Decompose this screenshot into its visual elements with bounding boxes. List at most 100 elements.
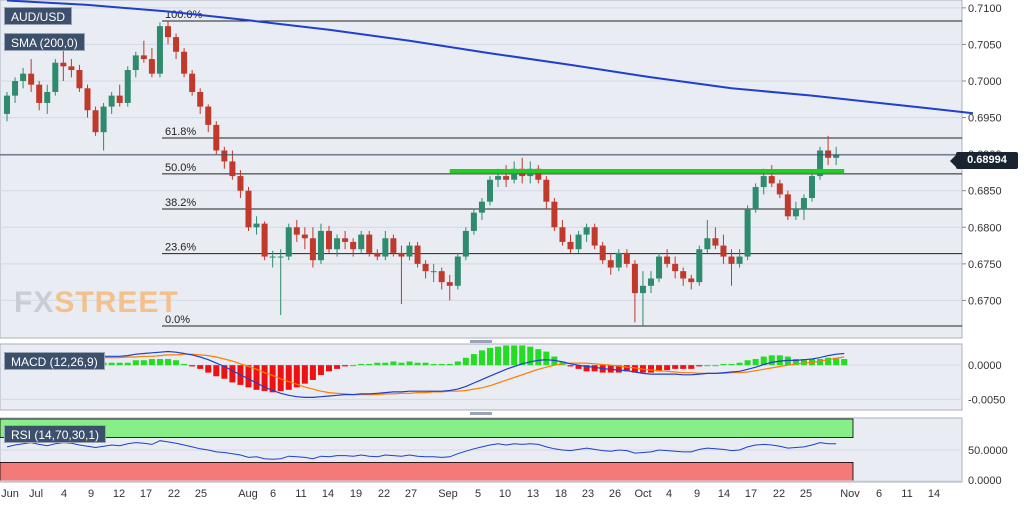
candle-body [92, 110, 99, 133]
candle-body [277, 256, 284, 258]
candle-body [28, 73, 35, 85]
rsi-tick-label: 0.0000 [968, 475, 1002, 487]
macd-histogram-bar [744, 360, 751, 366]
candle-body [792, 208, 799, 217]
candle-body [293, 227, 300, 235]
macd-histogram-bar [221, 365, 228, 379]
candle-body [720, 245, 727, 257]
price-panel-resize-handle[interactable] [470, 340, 492, 343]
macd-histogram-bar [696, 365, 703, 367]
macd-histogram-bar [108, 362, 115, 366]
price-tick-label: 0.7100 [968, 3, 1002, 15]
date-tick-label: 11 [901, 488, 912, 500]
macd-line [6, 350, 845, 398]
macd-histogram-bar [390, 361, 397, 366]
macd-histogram-bar [704, 365, 711, 367]
date-tick-label: Jul [29, 488, 43, 500]
candle-body [12, 80, 19, 96]
macd-histogram-bar [398, 362, 405, 366]
candle-body [326, 230, 332, 250]
candle-body [768, 176, 775, 184]
macd-panel-resize-handle[interactable] [470, 412, 492, 415]
candle-body [334, 238, 341, 250]
candle-body [76, 70, 83, 89]
candle-body [213, 124, 220, 151]
macd-histogram-bar [495, 346, 502, 366]
candle-body [495, 176, 502, 180]
macd-histogram-bar [680, 365, 687, 369]
candle-body [728, 256, 735, 264]
candle-body [478, 201, 485, 213]
candle-body [140, 55, 147, 60]
candle-body [148, 59, 155, 74]
date-tick-label: Sep [438, 488, 458, 500]
macd-histogram-bar [672, 365, 679, 369]
price-tick-label: 0.7050 [968, 39, 1002, 51]
rsi-oversold-zone [0, 461, 854, 482]
candle-body [422, 263, 429, 272]
candle-body [656, 256, 663, 279]
candle-body [825, 150, 832, 158]
macd-histogram-bar [648, 365, 654, 373]
candle-body [470, 212, 477, 231]
macd-histogram-bar [422, 362, 429, 366]
candle-body [430, 271, 437, 273]
date-tick-label: 27 [405, 488, 417, 500]
candle-body [253, 223, 260, 228]
macd-histogram-bar [366, 363, 373, 366]
date-tick-label: 22 [168, 488, 180, 500]
rsi-tick-label: 50.0000 [968, 445, 1008, 457]
candle-body [189, 73, 196, 92]
candle-body [462, 230, 469, 257]
macd-histogram-bar [503, 345, 510, 366]
macd-histogram-bar [656, 365, 663, 372]
date-tick-label: 10 [499, 488, 511, 500]
date-tick-label: 9 [88, 488, 94, 500]
candle-body [583, 227, 590, 235]
macd-histogram-bar [124, 362, 131, 366]
macd-histogram-bar [334, 365, 341, 369]
macd-histogram-bar [430, 363, 437, 366]
sma-indicator-label[interactable]: SMA (200,0) [4, 33, 85, 51]
macd-histogram-bar [277, 365, 284, 392]
candle-body [285, 227, 292, 257]
candle-body [221, 150, 228, 162]
date-tick-label: 14 [322, 488, 334, 500]
rsi-panel: 50.0000 0.0000 [0, 417, 1008, 487]
fib-level-label: 61.8% [165, 126, 196, 138]
date-tick-label: 4 [666, 488, 672, 500]
macd-histogram-bar [736, 362, 743, 366]
price-tick-label: 0.6750 [968, 259, 1002, 271]
macd-histogram-bar [382, 362, 389, 366]
price-tick-label: 0.6850 [968, 186, 1002, 198]
support-line-layer [0, 154, 962, 173]
macd-histogram-bar [583, 365, 590, 372]
rsi-indicator-label[interactable]: RSI (14,70,30,1) [4, 425, 107, 443]
candle-body [156, 26, 163, 74]
candle-body [60, 62, 67, 67]
date-tick-label: 5 [475, 488, 481, 500]
date-tick-label: Nov [840, 488, 860, 500]
fib-level-label: 23.6% [165, 242, 196, 254]
symbol-label[interactable]: AUD/USD [4, 7, 73, 25]
candle-body [245, 190, 252, 228]
date-tick-label: Oct [634, 488, 651, 500]
macd-histogram-bar [631, 365, 638, 373]
macd-histogram-bar [374, 362, 381, 366]
date-tick-label: 22 [773, 488, 785, 500]
candle-body [52, 62, 59, 92]
candle-body [752, 187, 759, 209]
macd-indicator-label[interactable]: MACD (12,26,9) [4, 352, 105, 370]
candle-body [181, 51, 188, 74]
candle-body [688, 278, 695, 283]
price-tick-label: 0.6950 [968, 113, 1002, 125]
candle-body [100, 106, 107, 133]
macd-histogram-bar [567, 365, 574, 367]
macd-histogram-bar [309, 365, 316, 380]
candle-body [615, 252, 622, 268]
candle-body [567, 241, 574, 250]
macd-histogram [4, 345, 848, 393]
candle-body [704, 238, 711, 250]
macd-histogram-bar [817, 359, 824, 366]
